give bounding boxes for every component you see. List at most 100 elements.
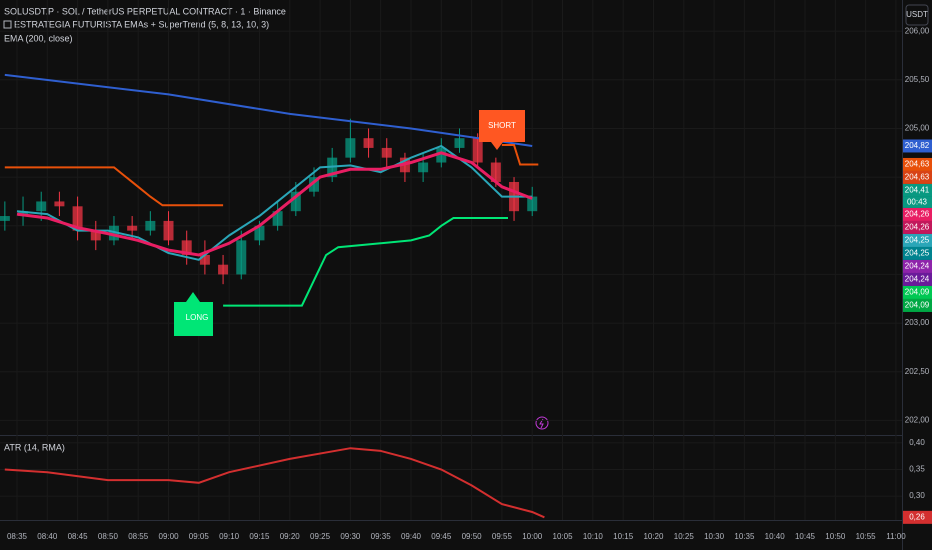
x-tick-label: 08:35: [7, 532, 28, 541]
candle-body: [381, 147, 392, 158]
x-tick-label: 09:15: [249, 532, 270, 541]
candle-body: [309, 177, 320, 192]
signal-long: [174, 292, 213, 336]
price-label-box: [903, 207, 932, 221]
price-label: 204,25: [905, 236, 930, 245]
countdown: 00:43: [907, 198, 928, 207]
price-label: 204,26: [905, 223, 930, 232]
price-label-box: [903, 170, 932, 184]
price-label: 204,63: [905, 173, 930, 182]
x-tick-label: 08:45: [68, 532, 89, 541]
line: [223, 217, 508, 307]
candle-body: [0, 216, 10, 221]
price-label-box: [903, 139, 932, 153]
price-label-box: [903, 259, 932, 273]
candle-body: [127, 225, 138, 231]
price-label: 204,26: [905, 210, 930, 219]
countdown-box: [903, 196, 932, 208]
price-label: 204,25: [905, 249, 930, 258]
signal-short-label: SHORT: [488, 121, 516, 130]
x-tick-label: 08:55: [128, 532, 149, 541]
x-tick-label: 10:25: [674, 532, 695, 541]
x-tick-label: 09:25: [310, 532, 331, 541]
x-tick-label: 08:40: [37, 532, 58, 541]
price-label-box: [903, 510, 932, 524]
y-tick-label: 203,00: [905, 318, 930, 327]
price-label: 204,09: [905, 301, 930, 310]
price-label: 204,63: [905, 160, 930, 169]
line: [16, 151, 533, 257]
alert-icon[interactable]: [535, 416, 549, 430]
candle-body: [36, 201, 47, 212]
candle-body: [490, 162, 501, 182]
candle-body: [218, 264, 229, 275]
candle-body: [254, 225, 265, 241]
line: [16, 144, 533, 261]
x-tick-label: 10:20: [643, 532, 664, 541]
x-tick-label: 10:55: [856, 532, 877, 541]
y-tick-label: 0,40: [909, 438, 925, 447]
candle-body: [436, 147, 447, 163]
price-label: 204,82: [905, 141, 930, 150]
x-tick-label: 10:40: [765, 532, 786, 541]
y-tick-label: 202,50: [905, 367, 930, 376]
y-tick-label: 202,00: [905, 416, 930, 425]
price-label-box: [903, 246, 932, 260]
x-tick-label: 09:30: [340, 532, 361, 541]
x-tick-label: 10:45: [795, 532, 816, 541]
price-label: 204,24: [905, 262, 930, 271]
signal-short: [479, 110, 525, 150]
price-label-box: [903, 157, 932, 171]
candle-body: [72, 206, 83, 231]
x-tick-label: 08:50: [98, 532, 119, 541]
signal-long-label: LONG: [186, 313, 209, 322]
ema-title: EMA (200, close): [4, 33, 73, 43]
y-tick-label: 0,35: [909, 465, 925, 474]
price-label: 204,24: [905, 275, 930, 284]
price-label-box: [903, 285, 932, 299]
x-tick-label: 11:00: [886, 532, 906, 541]
price-label: 204,41: [905, 186, 930, 195]
x-tick-label: 09:20: [280, 532, 301, 541]
y-tick-label: 205,50: [905, 75, 930, 84]
alert-bolt: [539, 418, 544, 429]
x-tick-label: 09:10: [219, 532, 240, 541]
candle-body: [90, 230, 101, 241]
price-label: 204,09: [905, 288, 930, 297]
x-tick-label: 09:05: [189, 532, 210, 541]
currency-label: USDT: [906, 10, 928, 19]
candle-body: [145, 220, 156, 231]
price-label-box: [903, 183, 932, 197]
x-tick-label: 09:45: [431, 532, 452, 541]
line: [4, 144, 539, 207]
x-tick-label: 09:55: [492, 532, 513, 541]
price-label-box: [903, 272, 932, 286]
candle-body: [163, 220, 174, 241]
y-tick-label: 0,30: [909, 491, 925, 500]
x-tick-label: 10:05: [553, 532, 574, 541]
price-label-box: [903, 220, 932, 234]
candle-body: [272, 211, 283, 226]
price-label: 0,26: [909, 512, 925, 521]
x-tick-label: 10:00: [522, 532, 543, 541]
x-tick-label: 10:35: [734, 532, 755, 541]
price-label-box: [903, 233, 932, 247]
candle-body: [108, 225, 119, 241]
currency-button[interactable]: [905, 4, 929, 26]
x-tick-label: 09:00: [159, 532, 180, 541]
candle-body: [527, 196, 538, 212]
candle-body: [472, 138, 483, 163]
symbol-title: SOLUSDT.P · SOL / TetherUS PERPETUAL CON…: [4, 6, 286, 16]
candle-body: [418, 162, 429, 173]
candle-body: [345, 138, 356, 158]
x-tick-label: 10:30: [704, 532, 725, 541]
candle-body: [363, 138, 374, 148]
candle-body: [454, 138, 465, 148]
price-label-box: [903, 298, 932, 312]
candle-body: [54, 201, 65, 207]
line: [4, 447, 545, 519]
candle-body: [236, 240, 247, 275]
pane-title: ATR (14, RMA): [4, 442, 65, 452]
x-tick-label: 09:40: [401, 532, 422, 541]
